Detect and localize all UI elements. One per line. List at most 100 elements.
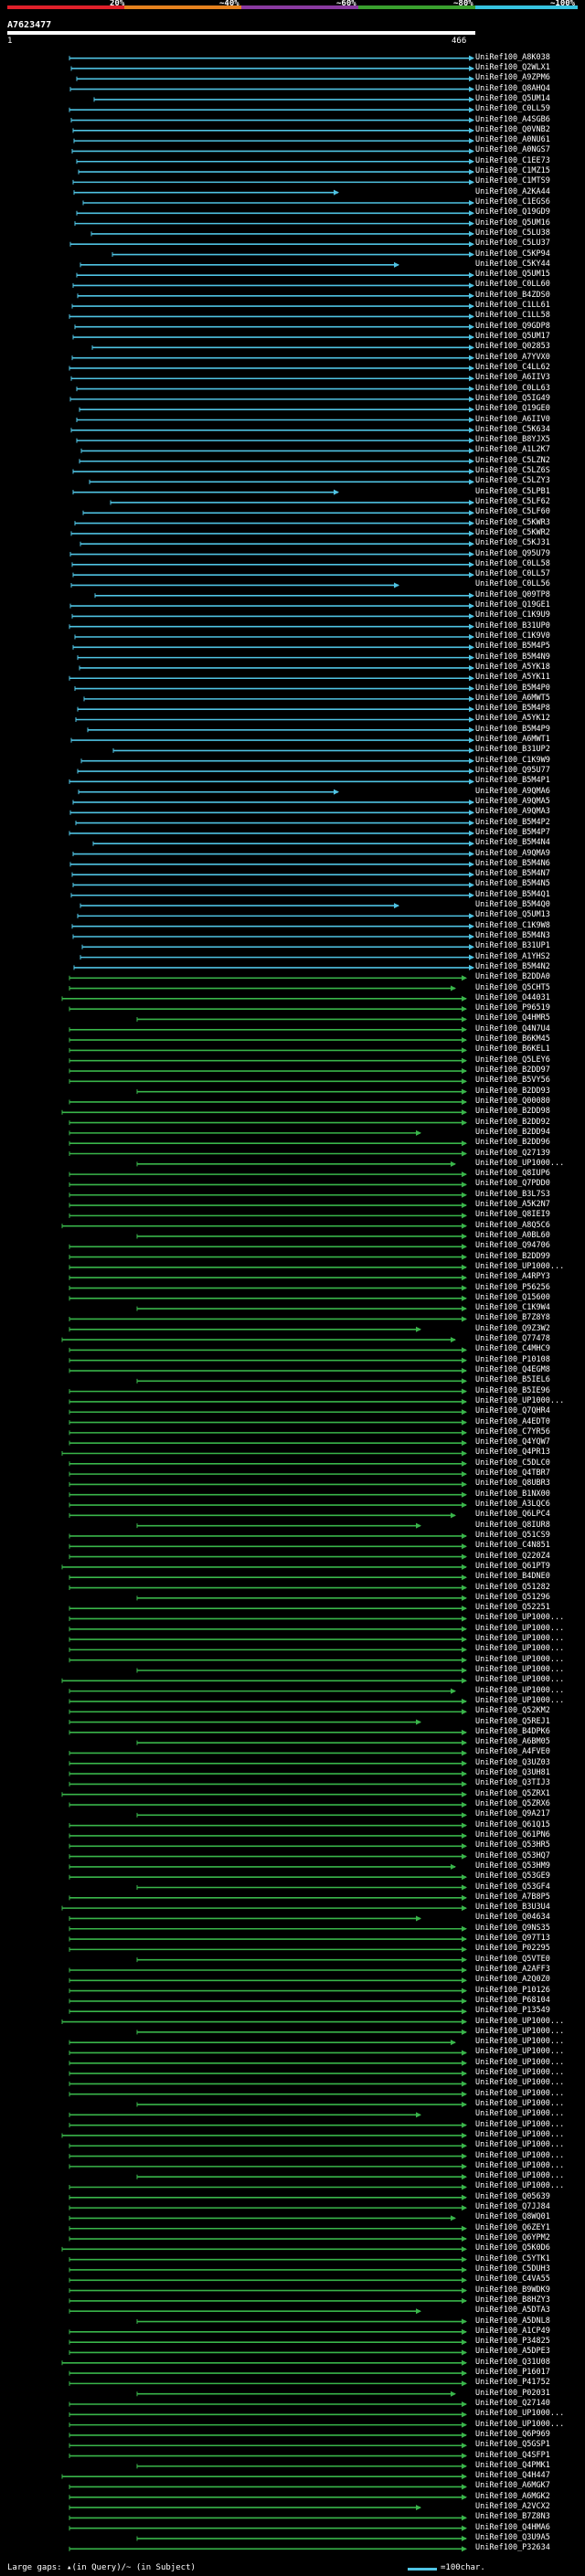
hit-label[interactable]: UniRef100_C5LPB1 bbox=[475, 486, 550, 496]
hit-label[interactable]: UniRef100_C1MTS9 bbox=[475, 176, 550, 186]
hit-label[interactable]: UniRef100_C1MZ15 bbox=[475, 166, 550, 176]
hit-label[interactable]: UniRef100_Q02853 bbox=[475, 342, 550, 352]
hit-label[interactable]: UniRef100_Q220Z4 bbox=[475, 1551, 550, 1561]
hit-label[interactable]: UniRef100_A3LQC6 bbox=[475, 1500, 550, 1510]
hit-label[interactable]: UniRef100_Q77478 bbox=[475, 1334, 550, 1344]
hit-label[interactable]: UniRef100_B5M4N5 bbox=[475, 879, 550, 889]
hit-label[interactable]: UniRef100_C0LL60 bbox=[475, 280, 550, 290]
hit-label[interactable]: UniRef100_C4N851 bbox=[475, 1541, 550, 1551]
hit-label[interactable]: UniRef100_UP1000... bbox=[475, 2057, 565, 2067]
hit-label[interactable]: UniRef100_Q5UM14 bbox=[475, 93, 550, 103]
hit-label[interactable]: UniRef100_UP1000... bbox=[475, 2099, 565, 2109]
hit-label[interactable]: UniRef100_P10126 bbox=[475, 1985, 550, 1995]
hit-label[interactable]: UniRef100_A9QMA9 bbox=[475, 848, 550, 858]
hit-label[interactable]: UniRef100_B2DD92 bbox=[475, 1117, 550, 1127]
hit-label[interactable]: UniRef100_B31UP0 bbox=[475, 620, 550, 631]
hit-label[interactable]: UniRef100_UP1000... bbox=[475, 1665, 565, 1674]
hit-label[interactable]: UniRef100_UP1000... bbox=[475, 2160, 565, 2170]
hit-label[interactable]: UniRef100_A2VCX2 bbox=[475, 2502, 550, 2512]
hit-label[interactable]: UniRef100_C5KWR3 bbox=[475, 517, 550, 527]
hit-label[interactable]: UniRef100_UP1000... bbox=[475, 1634, 565, 1644]
hit-label[interactable]: UniRef100_Q4TBR7 bbox=[475, 1468, 550, 1479]
hit-label[interactable]: UniRef100_P32634 bbox=[475, 2543, 550, 2553]
hit-label[interactable]: UniRef100_Q9A217 bbox=[475, 1809, 550, 1819]
hit-label[interactable]: UniRef100_Q3UZ03 bbox=[475, 1757, 550, 1767]
hit-label[interactable]: UniRef100_C5KJ31 bbox=[475, 538, 550, 548]
hit-label[interactable]: UniRef100_Q52KM2 bbox=[475, 1706, 550, 1716]
hit-label[interactable]: UniRef100_A9QMA5 bbox=[475, 796, 550, 806]
hit-label[interactable]: UniRef100_A5YK11 bbox=[475, 673, 550, 683]
hit-label[interactable]: UniRef100_Q04634 bbox=[475, 1913, 550, 1923]
hit-label[interactable]: UniRef100_A4RPY3 bbox=[475, 1272, 550, 1282]
hit-label[interactable]: UniRef100_C1EE73 bbox=[475, 155, 550, 165]
hit-label[interactable]: UniRef100_A6MWT1 bbox=[475, 735, 550, 745]
hit-label[interactable]: UniRef100_P34825 bbox=[475, 2337, 550, 2347]
hit-label[interactable]: UniRef100_UP1000... bbox=[475, 1395, 565, 1405]
hit-label[interactable]: UniRef100_B4ZDS0 bbox=[475, 290, 550, 300]
hit-label[interactable]: UniRef100_A6MGK2 bbox=[475, 2491, 550, 2501]
hit-label[interactable]: UniRef100_P96519 bbox=[475, 1003, 550, 1013]
hit-label[interactable]: UniRef100_A5K2N7 bbox=[475, 1200, 550, 1210]
hit-label[interactable]: UniRef100_A0NU61 bbox=[475, 135, 550, 145]
hit-label[interactable]: UniRef100_Q3UH81 bbox=[475, 1768, 550, 1778]
hit-label[interactable]: UniRef100_A6IIV3 bbox=[475, 373, 550, 383]
hit-label[interactable]: UniRef100_B5M4Q1 bbox=[475, 889, 550, 899]
hit-label[interactable]: UniRef100_Q9Z3W2 bbox=[475, 1323, 550, 1333]
hit-label[interactable]: UniRef100_C0LL56 bbox=[475, 579, 550, 589]
hit-label[interactable]: UniRef100_A6IIV0 bbox=[475, 414, 550, 424]
hit-label[interactable]: UniRef100_B6KM45 bbox=[475, 1034, 550, 1044]
hit-label[interactable]: UniRef100_UP1000... bbox=[475, 2171, 565, 2181]
hit-label[interactable]: UniRef100_Q19GD9 bbox=[475, 207, 550, 217]
hit-label[interactable]: UniRef100_Q8IEI9 bbox=[475, 1210, 550, 1220]
hit-label[interactable]: UniRef100_B5M4P1 bbox=[475, 776, 550, 786]
hit-label[interactable]: UniRef100_UP1000... bbox=[475, 2419, 565, 2429]
hit-label[interactable]: UniRef100_C1K9W4 bbox=[475, 1303, 550, 1313]
hit-label[interactable]: UniRef100_B5M4N9 bbox=[475, 652, 550, 662]
hit-label[interactable]: UniRef100_UP1000... bbox=[475, 2119, 565, 2129]
hit-label[interactable]: UniRef100_Q09TP8 bbox=[475, 589, 550, 599]
hit-label[interactable]: UniRef100_Q8UBR3 bbox=[475, 1479, 550, 1489]
hit-label[interactable]: UniRef100_Q5VTE0 bbox=[475, 1954, 550, 1964]
hit-label[interactable]: UniRef100_Q51282 bbox=[475, 1582, 550, 1592]
hit-label[interactable]: UniRef100_UP1000... bbox=[475, 2181, 565, 2191]
hit-label[interactable]: UniRef100_UP1000... bbox=[475, 2078, 565, 2088]
hit-label[interactable]: UniRef100_Q51296 bbox=[475, 1592, 550, 1602]
hit-label[interactable]: UniRef100_B2DDA0 bbox=[475, 972, 550, 982]
hit-label[interactable]: UniRef100_P41752 bbox=[475, 2378, 550, 2388]
hit-label[interactable]: UniRef100_C5DUH3 bbox=[475, 2263, 550, 2274]
hit-label[interactable]: UniRef100_A1YHS2 bbox=[475, 951, 550, 961]
hit-label[interactable]: UniRef100_A2AFF3 bbox=[475, 1964, 550, 1974]
hit-label[interactable]: UniRef100_C5KP94 bbox=[475, 249, 550, 259]
hit-label[interactable]: UniRef100_A1CP49 bbox=[475, 2326, 550, 2336]
hit-label[interactable]: UniRef100_UP1000... bbox=[475, 2037, 565, 2047]
hit-label[interactable]: UniRef100_Q3TIJ3 bbox=[475, 1778, 550, 1788]
hit-label[interactable]: UniRef100_B5M4P8 bbox=[475, 704, 550, 714]
hit-label[interactable]: UniRef100_Q2WLX1 bbox=[475, 62, 550, 72]
hit-label[interactable]: UniRef100_Q53GE9 bbox=[475, 1871, 550, 1882]
hit-label[interactable]: UniRef100_UP1000... bbox=[475, 1675, 565, 1685]
hit-label[interactable]: UniRef100_A2Q0Z0 bbox=[475, 1975, 550, 1985]
hit-label[interactable]: UniRef100_C4LL62 bbox=[475, 362, 550, 372]
hit-label[interactable]: UniRef100_Q31U08 bbox=[475, 2357, 550, 2367]
hit-label[interactable]: UniRef100_Q6P969 bbox=[475, 2429, 550, 2439]
hit-label[interactable]: UniRef100_B2DD99 bbox=[475, 1251, 550, 1261]
hit-label[interactable]: UniRef100_Q8IUR8 bbox=[475, 1520, 550, 1530]
hit-label[interactable]: UniRef100_C5LU38 bbox=[475, 228, 550, 238]
hit-label[interactable]: UniRef100_Q51CS9 bbox=[475, 1530, 550, 1540]
hit-label[interactable]: UniRef100_A7YVX0 bbox=[475, 352, 550, 362]
hit-label[interactable]: UniRef100_B6KEL1 bbox=[475, 1044, 550, 1055]
hit-label[interactable]: UniRef100_P10108 bbox=[475, 1354, 550, 1364]
hit-label[interactable]: UniRef100_Q7QHR4 bbox=[475, 1406, 550, 1416]
hit-label[interactable]: UniRef100_B5M4P2 bbox=[475, 817, 550, 827]
hit-label[interactable]: UniRef100_UP1000... bbox=[475, 2068, 565, 2078]
hit-label[interactable]: UniRef100_C4VA55 bbox=[475, 2274, 550, 2284]
hit-label[interactable]: UniRef100_UP1000... bbox=[475, 2088, 565, 2098]
hit-label[interactable]: UniRef100_Q4SFP1 bbox=[475, 2450, 550, 2460]
hit-label[interactable]: UniRef100_Q27140 bbox=[475, 2399, 550, 2408]
hit-label[interactable]: UniRef100_Q4HMA6 bbox=[475, 2522, 550, 2532]
hit-label[interactable]: UniRef100_C5KY44 bbox=[475, 259, 550, 269]
hit-label[interactable]: UniRef100_Q95U77 bbox=[475, 766, 550, 776]
hit-label[interactable]: UniRef100_Q9NS35 bbox=[475, 1923, 550, 1933]
hit-label[interactable]: UniRef100_UP1000... bbox=[475, 1261, 565, 1271]
hit-label[interactable]: UniRef100_P56256 bbox=[475, 1282, 550, 1292]
